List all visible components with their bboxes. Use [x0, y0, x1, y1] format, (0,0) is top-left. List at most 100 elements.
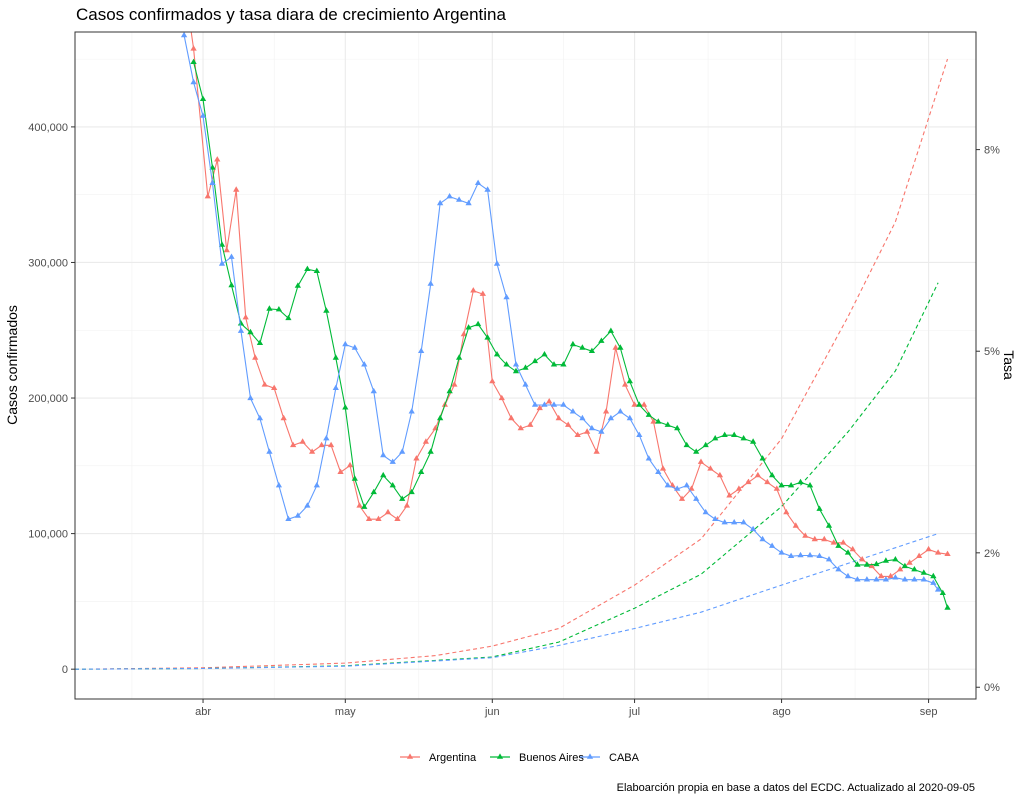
rate-point-argentina: [337, 468, 344, 474]
rate-point-argentina: [242, 314, 249, 320]
rate-point-argentina: [271, 384, 278, 390]
rate-point-argentina: [707, 465, 714, 471]
rate-point-argentina: [479, 290, 486, 296]
axes: abr may jun jul ago sep 0 100,000 200,000 300,000…: [28, 122, 1000, 718]
rate-point-buenos-aires: [512, 367, 520, 374]
rate-point-caba: [266, 448, 273, 454]
rate-point-argentina: [394, 515, 401, 521]
rate-point-argentina: [261, 381, 268, 387]
rate-point-argentina: [631, 401, 638, 407]
rate-point-caba: [484, 186, 491, 192]
rate-point-argentina: [603, 408, 610, 414]
rate-point-buenos-aires: [683, 441, 690, 448]
rate-point-buenos-aires: [342, 404, 349, 410]
rate-point-caba: [920, 576, 927, 582]
rate-point-buenos-aires: [484, 334, 491, 340]
rate-point-argentina: [773, 485, 780, 491]
rate-point-buenos-aires: [901, 562, 908, 569]
rate-point-buenos-aires: [588, 347, 595, 353]
rate-point-buenos-aires: [313, 267, 320, 273]
rate-point-caba: [778, 549, 785, 555]
rate-point-caba: [380, 451, 387, 458]
rate-point-argentina: [897, 566, 904, 572]
rate-point-caba: [873, 576, 880, 582]
rate-point-buenos-aires: [873, 560, 880, 567]
legend-marker-argentina: [406, 753, 414, 759]
rate-point-argentina: [811, 535, 818, 542]
rate-point-buenos-aires: [247, 328, 254, 335]
rate-point-buenos-aires: [664, 421, 671, 427]
rate-point-caba: [664, 482, 671, 488]
rate-point-buenos-aires: [446, 387, 453, 394]
rate-point-buenos-aires: [560, 361, 567, 367]
rate-point-buenos-aires: [550, 361, 558, 367]
rate-point-buenos-aires: [399, 495, 406, 501]
legend-label-buenos-aires: Buenos Aires: [519, 752, 584, 764]
x-tick-label: may: [335, 706, 356, 718]
rate-point-buenos-aires: [825, 522, 833, 528]
rate-point-caba: [474, 179, 482, 185]
rate-point-buenos-aires: [456, 354, 463, 360]
rate-point-buenos-aires: [645, 411, 652, 417]
rate-point-argentina: [403, 502, 411, 508]
y2-tick-label: 8%: [984, 145, 1000, 157]
rate-point-buenos-aires: [617, 344, 624, 350]
rate-point-argentina: [223, 246, 230, 253]
legend-label-caba: CABA: [609, 752, 640, 764]
rate-point-buenos-aires: [218, 241, 226, 247]
rate-point-caba: [759, 535, 766, 542]
rate-point-argentina: [327, 441, 335, 448]
rate-point-buenos-aires: [712, 435, 719, 441]
rate-point-caba: [911, 576, 918, 582]
rate-point-caba: [541, 401, 548, 407]
rate-point-buenos-aires: [427, 448, 434, 454]
rate-point-argentina: [650, 418, 657, 424]
rate-point-argentina: [204, 193, 211, 199]
rate-point-argentina: [489, 377, 496, 384]
y-tick-label: 200,000: [28, 393, 68, 405]
rate-point-argentina: [622, 381, 629, 387]
rate-point-caba: [617, 408, 624, 414]
rate-point-caba: [351, 344, 358, 350]
rate-point-caba: [693, 495, 700, 501]
rate-point-buenos-aires: [389, 482, 396, 488]
rate-point-caba: [787, 552, 795, 558]
rate-point-argentina: [944, 550, 951, 556]
rate-point-buenos-aires: [569, 340, 577, 347]
panel-border: [74, 31, 977, 700]
caption: Elaboarción propia en base a datos del E…: [617, 782, 975, 794]
rate-point-buenos-aires: [721, 431, 728, 437]
rate-point-argentina: [783, 508, 790, 515]
rate-point-caba: [863, 576, 871, 582]
rate-point-buenos-aires: [266, 305, 273, 311]
rate-point-buenos-aires: [750, 438, 757, 444]
rate-point-argentina: [460, 330, 467, 337]
rate-point-buenos-aires: [351, 475, 358, 481]
rate-point-argentina: [536, 404, 543, 411]
rate-point-caba: [247, 394, 254, 401]
rate-point-argentina: [612, 344, 619, 350]
rate-point-buenos-aires: [380, 471, 387, 478]
rate-point-argentina: [735, 485, 742, 491]
y-tick-label: 300,000: [28, 257, 68, 269]
rate-point-caba: [816, 552, 823, 558]
rate-point-buenos-aires: [816, 505, 823, 511]
rate-point-caba: [228, 253, 235, 259]
rate-point-argentina: [451, 381, 458, 387]
rate-point-caba: [190, 78, 197, 85]
rate-point-buenos-aires: [759, 455, 766, 461]
y-tick-label: 0: [62, 664, 68, 676]
rate-point-argentina: [849, 545, 856, 552]
rate-point-buenos-aires: [503, 361, 510, 367]
rate-point-caba: [209, 179, 216, 185]
rate-point-caba: [199, 112, 207, 118]
rate-point-argentina: [214, 156, 221, 162]
rate-point-argentina: [375, 515, 382, 521]
rate-point-argentina: [726, 492, 733, 498]
rate-point-argentina: [527, 421, 534, 427]
rate-point-buenos-aires: [541, 351, 548, 357]
rate-point-buenos-aires: [787, 482, 795, 488]
rate-point-argentina: [868, 562, 875, 569]
rate-point-argentina: [593, 448, 600, 454]
